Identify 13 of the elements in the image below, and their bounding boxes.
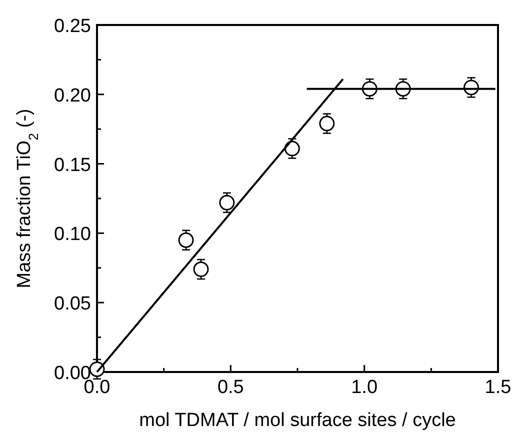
x-tick-label: 1.5 [484, 377, 512, 398]
x-tick-label: 1.0 [351, 377, 378, 398]
x-axis-title: mol TDMAT / mol surface sites / cycle [139, 410, 456, 431]
y-tick-label: 0.05 [54, 294, 91, 315]
point [178, 232, 194, 248]
x-tick-label: 0.5 [217, 377, 244, 398]
point [193, 262, 209, 278]
y-tick-label: 0.25 [54, 16, 91, 37]
y-tick-label: 0.10 [54, 224, 91, 246]
point [319, 116, 335, 132]
point [219, 194, 235, 210]
y-tick-label: 0.20 [54, 85, 91, 106]
y-tick-label: 0.15 [54, 154, 91, 176]
